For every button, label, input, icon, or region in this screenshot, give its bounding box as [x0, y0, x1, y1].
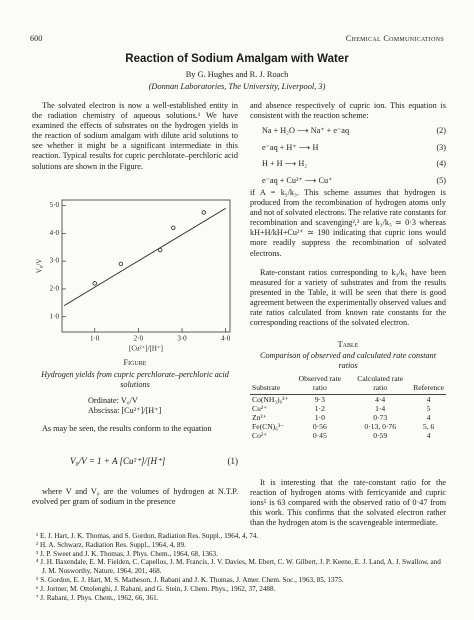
reference: ³ J. P. Sweet and J. K. Thomas, J. Phys.…	[36, 549, 218, 558]
paragraph: As may be seen, the results conform to t…	[42, 424, 212, 433]
table-cell: 4·4	[375, 395, 386, 404]
paragraph: It is interesting that the rate-constant…	[250, 478, 446, 528]
paragraph: and absence respectively of cupric ion. …	[250, 101, 446, 121]
affiliation: (Donnan Laboratories, The University, Li…	[148, 82, 326, 91]
table-cell: Zn²⁺	[252, 413, 267, 422]
table-cell: 0·45	[312, 431, 327, 440]
data-point	[201, 210, 207, 215]
data-point	[157, 247, 163, 253]
table-cell: 0·13, 0·76	[364, 422, 396, 431]
table-cell: 1·4	[375, 404, 386, 413]
table-cell: 4	[426, 431, 431, 440]
column-header: Reference	[411, 374, 446, 395]
y-tick-label: 4·0	[50, 229, 60, 237]
table-row: Co(NH₃)₆³⁺ 9·3 4·4 4	[250, 395, 446, 405]
abscissa: Abscissa: [Cu²⁺]/[H⁺]	[88, 406, 162, 415]
table-cell: 5	[426, 404, 431, 413]
paragraph: if A = k₅/k₃. This scheme assumes that h…	[250, 188, 446, 258]
title: Reaction of Sodium Amalgam with Water	[125, 53, 349, 65]
equation: H + H ⟶ H₂ (4)	[262, 159, 446, 169]
paragraph: where V and V₀ are the volumes of hydrog…	[32, 487, 238, 507]
equation-text: Na + H₂O ⟶ Na⁺ + e⁻aq	[262, 126, 350, 135]
table-row: Zn²⁺ 1·0 0·73 4	[250, 413, 446, 422]
paragraph: Rate-constant ratios corresponding to k₃…	[250, 268, 446, 328]
table-cell: 4	[426, 413, 431, 422]
equation-text: V₀/V = 1 + A [Cu²⁺]/[H⁺]	[70, 456, 166, 466]
references: ¹ E. J. Hart, J. K. Thomas, and S. Gordo…	[32, 532, 446, 602]
table-cell: 9·3	[314, 395, 325, 404]
table-header: Substrate Observed rate ratio Calculated r…	[250, 374, 446, 395]
column-header: Observed rate ratio	[290, 374, 350, 395]
x-tick-label: 2·0	[134, 335, 144, 343]
paragraph: The solvated electron is now a well-esta…	[32, 101, 238, 171]
y-tick-label: 1·0	[50, 312, 60, 320]
table-cell: 4	[426, 395, 431, 404]
table-cell: 1·2	[314, 404, 325, 413]
equation-number: (4)	[436, 159, 446, 169]
x-tick-label: 1·0	[90, 335, 100, 343]
x-tick-label: 4·0	[221, 335, 231, 343]
equation: e⁻aq + H⁺ ⟶ H (3)	[262, 143, 446, 153]
fit-line	[63, 207, 226, 306]
ordinate: Ordinate: V₀/V	[88, 396, 138, 405]
y-axis-label: V₀/V	[36, 259, 44, 274]
page-number: 600	[30, 34, 43, 43]
table-row: Co²⁺ 0·45 0·59 4	[250, 431, 446, 440]
table-row: Cu²⁺ 1·2 1·4 5	[250, 404, 446, 413]
journal-name: Chemical Communications	[345, 34, 444, 43]
equation-text: e⁻aq + Cu²⁺ ⟶ Cu⁺	[262, 175, 333, 185]
y-tick-label: 3·0	[50, 257, 60, 265]
table-cell: Cu²⁺	[252, 404, 268, 413]
plot-frame	[61, 199, 231, 333]
y-tick-label: 5·0	[50, 201, 60, 209]
equation: e⁻aq + Cu²⁺ ⟶ Cu⁺ (5)	[262, 176, 446, 186]
data-point	[92, 281, 97, 286]
table-cell: 5, 6	[422, 422, 435, 431]
figure-caption: Hydrogen yields from cupric perchlorate–…	[41, 370, 229, 390]
reference: ¹ E. J. Hart, J. K. Thomas, and S. Gordo…	[36, 532, 259, 540]
data-point	[171, 225, 176, 230]
table-cell: 1·0	[314, 413, 325, 422]
table-row: Fe(CN)₆³⁻ 0·56 0·13, 0·76 5, 6	[250, 422, 446, 431]
equation-number: (2)	[436, 126, 446, 135]
reference: ⁷ J. Rabani, J. Phys. Chem., 1962, 66, 3…	[36, 593, 159, 602]
figure-label: Figure	[123, 358, 147, 367]
equation-number: (5)	[436, 175, 446, 185]
reference: ⁴ J. H. Baxendale, E. M. Fielden, C. Cap…	[36, 558, 441, 576]
column-header: Substrate	[250, 374, 291, 395]
data-point	[118, 261, 124, 267]
table-container: Substrate Observed rate ratio Calculated r…	[250, 374, 446, 440]
x-axis-label: [Cu²⁺]/[H⁺]	[129, 345, 163, 352]
authors: By G. Hughes and R. J. Roach	[185, 70, 289, 79]
reference: ⁵ S. Gordon, E. J. Hart, M. S. Matheson,…	[36, 575, 344, 584]
equation-text: H + H ⟶ H₂	[262, 159, 308, 169]
table-cell: Co²⁺	[252, 431, 268, 440]
equation-list: Na + H₂O ⟶ Na⁺ + e⁻aq (2) e⁻aq + H⁺ ⟶ H (3)…	[262, 126, 446, 192]
table-caption: Comparison of observed and calculated ra…	[259, 351, 436, 371]
reference: ² H. A. Schwarz, Radiation Res. Suppl., …	[36, 540, 186, 549]
figure: 1·0 2·0 3·0 4·0 1·0 2·0 3·0 4·0 5·0 [Cu²⁺]/[H⁺] V₀…	[36, 199, 231, 352]
table-label: Table	[337, 340, 359, 349]
equation: Na + H₂O ⟶ Na⁺ + e⁻aq (2)	[262, 126, 446, 136]
table-cell: Fe(CN)₆³⁻	[252, 422, 285, 431]
equation-number: (1)	[227, 456, 239, 466]
reference: ⁶ J. Jortner, M. Ottolenghi, J. Rabani, …	[36, 584, 276, 593]
table-cell: 0·73	[373, 413, 388, 422]
column-header: Calculated rate ratio	[349, 374, 412, 395]
table-cell: Co(NH₃)₆³⁺	[252, 395, 289, 404]
x-tick-label: 3·0	[177, 335, 187, 343]
table-cell: 0·59	[373, 431, 388, 440]
equation-number: (3)	[436, 142, 446, 152]
table: Substrate Observed rate ratio Calculated r…	[250, 374, 446, 440]
equation-text: e⁻aq + H⁺ ⟶ H	[262, 142, 319, 152]
table-cell: 0·56	[312, 422, 327, 431]
y-tick-label: 2·0	[50, 285, 60, 293]
equation: V₀/V = 1 + A [Cu²⁺]/[H⁺] (1)	[70, 456, 238, 466]
